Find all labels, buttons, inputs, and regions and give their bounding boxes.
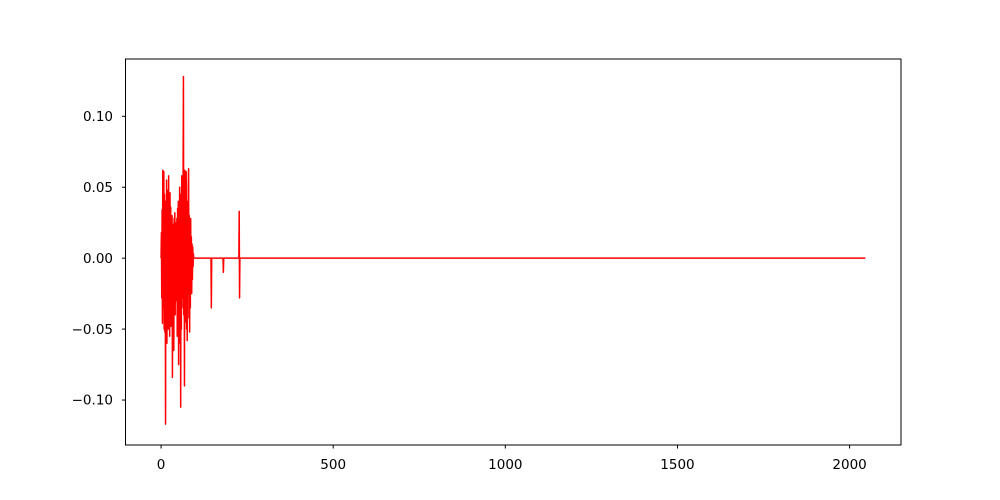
x-tick-label: 1000 (488, 457, 522, 473)
x-axis: 0 500 1000 1500 2000 (157, 445, 867, 473)
y-tick-label: 0.10 (83, 109, 113, 125)
x-tick-label: 2000 (832, 457, 866, 473)
y-axis: 0.10 0.05 0.00 −0.05 −0.10 (72, 109, 126, 409)
y-tick-label: 0.00 (83, 251, 113, 267)
plot-area (125, 59, 901, 445)
x-tick-label: 0 (157, 457, 166, 473)
plot-border (125, 58, 902, 446)
y-tick-label: −0.10 (72, 393, 113, 409)
x-tick-label: 500 (320, 457, 346, 473)
x-tick-label: 1500 (660, 457, 694, 473)
y-tick-label: −0.05 (72, 322, 113, 338)
y-tick-label: 0.05 (83, 180, 113, 196)
signal-line (160, 75, 866, 425)
